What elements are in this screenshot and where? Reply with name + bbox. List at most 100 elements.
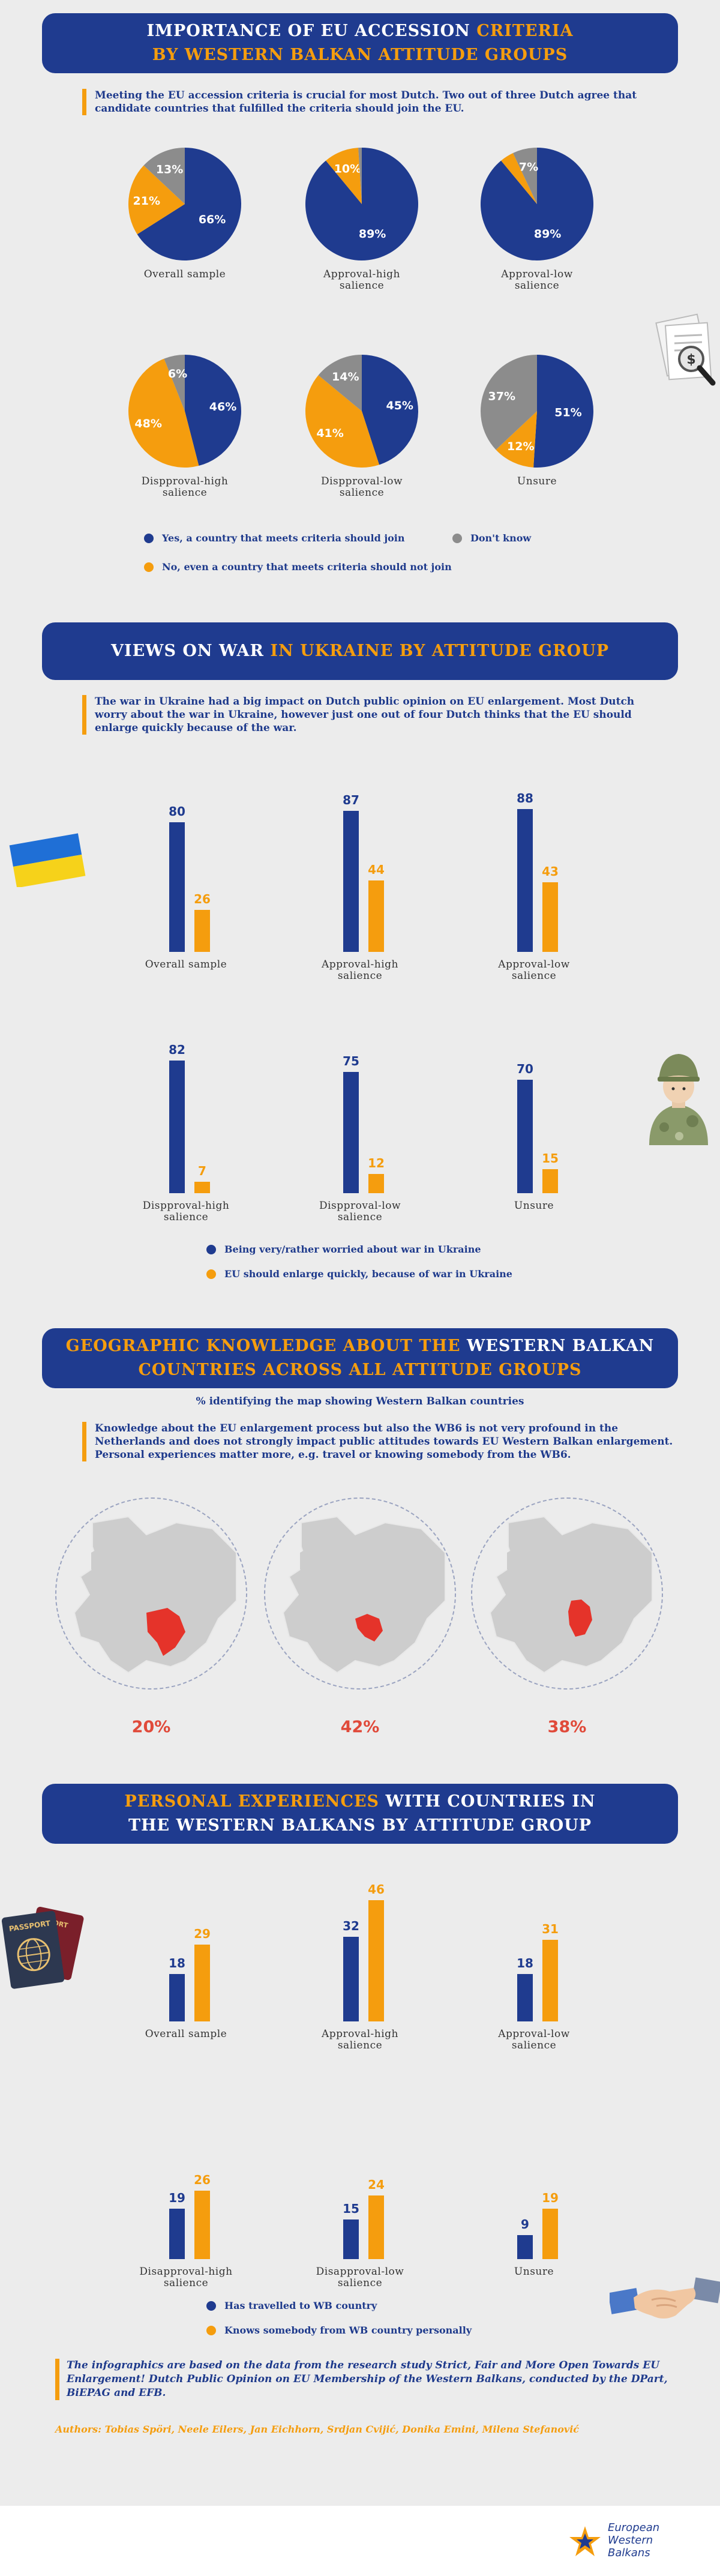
bar-group-label: Approval-high salience bbox=[282, 959, 438, 982]
bar-group-label-line2: salience bbox=[337, 970, 383, 982]
bar bbox=[169, 822, 185, 952]
bar-group: 18 29 Overall sample bbox=[108, 1889, 264, 2063]
pie-group-label-line1: Unsure bbox=[517, 475, 557, 487]
pie-svg: 66% 21% 13% bbox=[128, 148, 241, 260]
western-balkans-highlight bbox=[355, 1614, 383, 1642]
bar-group-label-line1: Dispproval-high bbox=[142, 1200, 230, 1212]
bar bbox=[169, 2209, 185, 2259]
bar bbox=[517, 1080, 533, 1193]
ewb-star-icon bbox=[569, 2526, 601, 2556]
bar-group: 88 43 Approval-low salience bbox=[456, 790, 612, 994]
section3-title-line2: COUNTRIES ACROSS ALL ATTITUDE GROUPS bbox=[138, 1361, 582, 1379]
bar bbox=[368, 1173, 384, 1193]
bar-value-label: 15 bbox=[542, 1151, 559, 1166]
europe-landmass bbox=[489, 1515, 653, 1674]
pie-chart: 66% 21% 13% Overall sample bbox=[113, 144, 257, 280]
section4-banner: PERSONAL EXPERIENCES WITH COUNTRIES IN T… bbox=[42, 1784, 678, 1844]
bar-value-label: 24 bbox=[368, 2177, 385, 2192]
uk-landmass bbox=[507, 1548, 519, 1573]
section1-title-part1: IMPORTANCE OF EU ACCESSION bbox=[146, 22, 470, 40]
legend-travelled: Has travelled to WB country bbox=[206, 2300, 377, 2311]
pie-group-label-line1: Approval-low bbox=[501, 268, 573, 280]
legend-knows-label: Knows somebody from WB country personall… bbox=[224, 2325, 472, 2336]
pie-data-label: 10% bbox=[334, 162, 361, 175]
bar-value-label: 75 bbox=[343, 1053, 359, 1068]
bar-group-label-line1: Disapproval-low bbox=[316, 2266, 404, 2278]
soldier-icon bbox=[637, 1031, 720, 1151]
bar bbox=[517, 2235, 533, 2259]
legend-no-label: No, even a country that meets criteria s… bbox=[162, 561, 452, 573]
bar bbox=[194, 1182, 210, 1193]
bar-group-label: Disapproval-low salience bbox=[282, 2266, 438, 2289]
bar-group: 18 31 Approval-low salience bbox=[456, 1889, 612, 2063]
bar-group: 32 46 Approval-high salience bbox=[282, 1882, 438, 2063]
bar-group-label: Approval-high salience bbox=[282, 2029, 438, 2051]
bar-value-label: 26 bbox=[194, 891, 211, 906]
svg-text:$: $ bbox=[686, 352, 695, 367]
pie-group-label: Dispproval-high salience bbox=[113, 476, 257, 499]
pie-slice bbox=[137, 148, 241, 260]
section1-title-line1: IMPORTANCE OF EU ACCESSION CRITERIA bbox=[146, 19, 573, 43]
section3-subtitle: % identifying the map showing Western Ba… bbox=[196, 1395, 524, 1407]
bar-value-label: 80 bbox=[169, 804, 185, 819]
map-percentage: 20% bbox=[131, 1718, 171, 1736]
pie-slice bbox=[533, 355, 594, 468]
pie-slice bbox=[128, 358, 199, 468]
bar-value-label: 9 bbox=[521, 2217, 529, 2232]
bar bbox=[542, 882, 558, 952]
pie-svg: 51% 12% 37% bbox=[481, 355, 594, 468]
pie-group-label-line2: salience bbox=[514, 280, 560, 292]
pie-data-label: 41% bbox=[316, 427, 343, 440]
uk-landmass bbox=[300, 1548, 312, 1573]
section3-title-part1: GEOGRAPHIC KNOWLEDGE ABOUT THE bbox=[65, 1337, 461, 1355]
document-magnifier-icon: $ bbox=[649, 312, 720, 390]
pie-data-label: 89% bbox=[534, 227, 561, 241]
bar-group-label-line2: salience bbox=[163, 1211, 209, 1223]
bar bbox=[194, 2190, 210, 2259]
western-balkans-highlight bbox=[146, 1608, 185, 1656]
bottom-band: European Western Balkans bbox=[0, 2506, 720, 2576]
bar-group-label-line2: salience bbox=[337, 2039, 383, 2051]
pie-group-label: Overall sample bbox=[113, 269, 257, 280]
bar-group-label: Dispproval-high salience bbox=[108, 1200, 264, 1223]
bar bbox=[343, 1071, 359, 1193]
bar-group-label-line1: Approval-low bbox=[498, 958, 570, 971]
bar-value-label: 88 bbox=[517, 791, 533, 806]
bar-value-label: 31 bbox=[542, 1921, 559, 1936]
legend-yes-label: Yes, a country that meets criteria shoul… bbox=[162, 532, 405, 544]
europe-map bbox=[471, 1497, 663, 1690]
pie-slice bbox=[481, 355, 537, 450]
pie-slice bbox=[358, 148, 362, 204]
bar-group-label-line1: Approval-high bbox=[321, 958, 399, 971]
legend-travelled-swatch bbox=[206, 2301, 216, 2311]
bar-group-label-line1: Disapproval-high bbox=[139, 2266, 233, 2278]
pie-svg: 45% 41% 14% bbox=[305, 355, 418, 468]
bar bbox=[542, 2209, 558, 2259]
bar-group-label: Unsure bbox=[456, 1200, 612, 1212]
pie-data-label: 6% bbox=[168, 367, 187, 381]
bar bbox=[368, 2195, 384, 2259]
bar-group-label-line2: salience bbox=[511, 970, 557, 982]
pie-slice bbox=[305, 375, 380, 468]
bar-group: 19 26 Disapproval-high salience bbox=[108, 2127, 264, 2301]
section3-banner: GEOGRAPHIC KNOWLEDGE ABOUT THE WESTERN B… bbox=[42, 1328, 678, 1388]
bar-group-label-line1: Overall sample bbox=[145, 2028, 227, 2040]
europe-map bbox=[55, 1497, 247, 1690]
pie-svg: 89% 7% bbox=[481, 148, 593, 260]
legend-dontknow: Don't know bbox=[452, 532, 531, 544]
section3-title-line1: GEOGRAPHIC KNOWLEDGE ABOUT THE WESTERN B… bbox=[66, 1334, 655, 1358]
pie-slice bbox=[143, 148, 185, 204]
pie-data-label: 13% bbox=[156, 163, 183, 176]
section1-title-line2: BY WESTERN BALKAN ATTITUDE GROUPS bbox=[152, 46, 568, 64]
bar-group: 9 19 Unsure bbox=[456, 2127, 612, 2301]
bar-value-label: 15 bbox=[343, 2201, 359, 2216]
footer-authors: Authors: Tobias Spöri, Neele Eilers, Jan… bbox=[55, 2424, 580, 2435]
pie-group-label: Approval-low salience bbox=[465, 269, 609, 292]
pie-group-label-line1: Approval-high bbox=[323, 268, 401, 280]
ewb-logo[interactable]: European Western Balkans bbox=[567, 2521, 699, 2563]
legend-worried-label: Being very/rather worried about war in U… bbox=[224, 1244, 481, 1255]
bar-value-label: 19 bbox=[169, 2191, 185, 2206]
pie-group-label-line2: salience bbox=[339, 280, 385, 292]
pie-slice bbox=[512, 148, 537, 204]
pie-data-label: 37% bbox=[488, 390, 515, 403]
